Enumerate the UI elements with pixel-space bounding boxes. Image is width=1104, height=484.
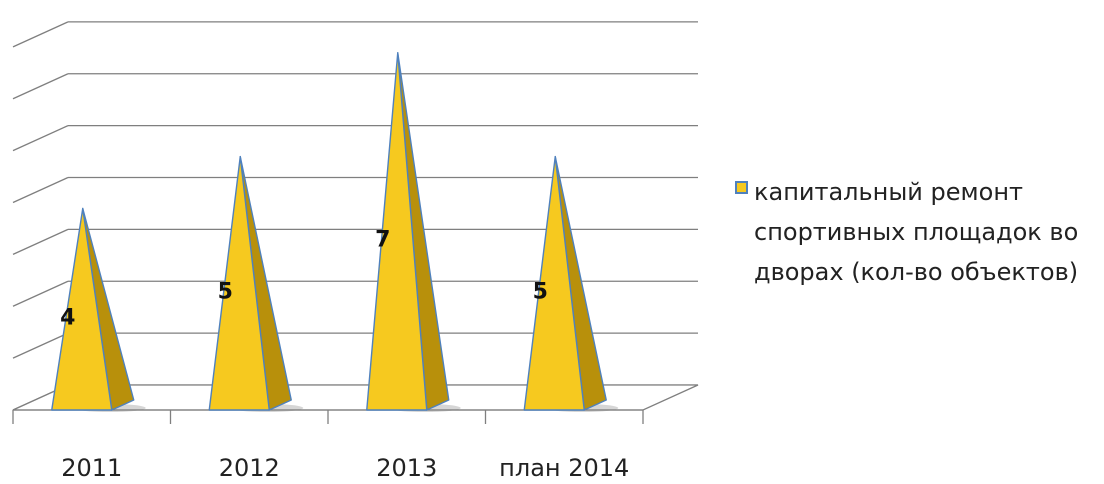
- x-tick-label: 2011: [61, 454, 122, 482]
- gridline-side: [12, 73, 69, 100]
- legend: капитальный ремонт спортивных площадок в…: [735, 172, 1095, 292]
- data-label: 7: [375, 227, 390, 252]
- pyramid-2011: [51, 207, 113, 411]
- gridline-side: [12, 228, 69, 255]
- gridline-side: [12, 125, 69, 152]
- gridline-side: [12, 332, 69, 359]
- pyramid-2012: [208, 155, 270, 411]
- x-tick-label: 2013: [376, 454, 437, 482]
- pyramid-план 2014: [523, 155, 585, 411]
- gridline-side: [12, 176, 69, 204]
- legend-swatch: [735, 181, 748, 194]
- x-tick-label: план 2014: [499, 454, 629, 482]
- gridline-side: [12, 280, 69, 307]
- data-label: 4: [60, 305, 75, 330]
- legend-label: капитальный ремонт спортивных площадок в…: [754, 178, 1079, 286]
- data-label: 5: [218, 279, 233, 304]
- pyramid-2013: [366, 52, 428, 411]
- x-tick-label: 2012: [219, 454, 280, 482]
- data-label: 5: [533, 279, 548, 304]
- gridline-side: [12, 21, 69, 48]
